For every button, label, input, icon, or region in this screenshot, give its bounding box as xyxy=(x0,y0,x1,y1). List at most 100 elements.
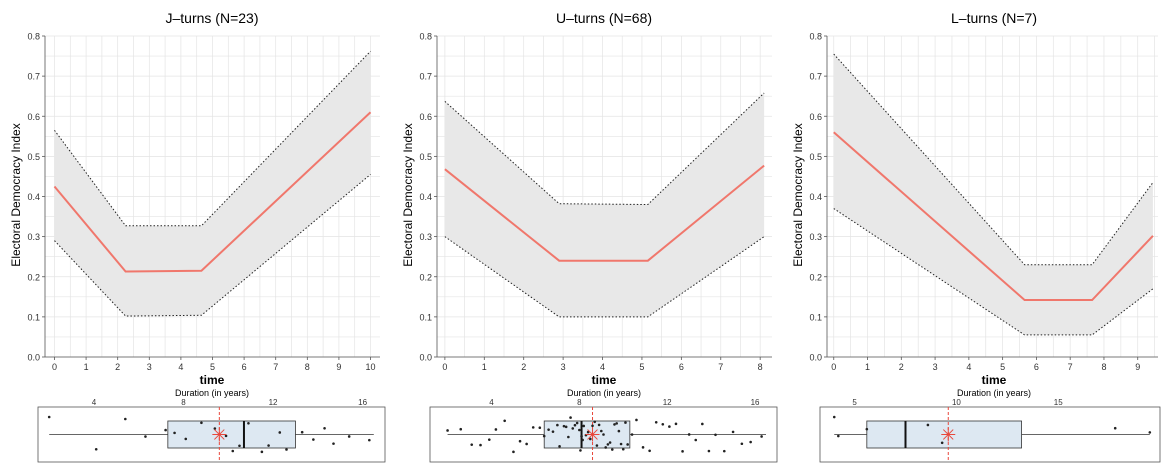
j-turns-x-tick-label: 6 xyxy=(242,362,247,372)
j-turns-duration-point xyxy=(231,449,235,453)
u-turns-x-tick-label: 8 xyxy=(758,362,763,372)
u-turns-duration-point xyxy=(661,423,665,426)
j-turns-duration-point xyxy=(347,435,351,438)
l-turns-y-tick-label: 0.5 xyxy=(809,152,822,162)
j-turns-y-tick-label: 0.0 xyxy=(27,353,40,363)
j-turns-duration-point xyxy=(144,435,147,438)
j-turns-x-tick-label: 8 xyxy=(305,362,310,372)
j-turns-duration-point xyxy=(224,434,228,438)
j-turns-duration-point xyxy=(173,431,176,435)
u-turns-title: U–turns (N=68) xyxy=(556,10,652,26)
u-turns-duration-point xyxy=(593,420,597,424)
l-turns-x-tick-label: 9 xyxy=(1135,362,1140,372)
j-turns-duration-point xyxy=(124,417,127,421)
u-turns-duration-point xyxy=(595,444,599,447)
u-turns-y-tick-label: 0.3 xyxy=(419,232,432,242)
j-turns-y-tick-label: 0.3 xyxy=(27,232,40,242)
j-turns-mean-line xyxy=(53,111,372,273)
u-turns-duration-mean-marker-ray xyxy=(587,429,598,440)
l-turns-duration-axis-title: Duration (in years) xyxy=(957,388,1031,398)
j-turns-duration-point xyxy=(312,438,315,441)
u-turns-y-tick-label: 0.7 xyxy=(419,72,432,82)
l-turns-duration-point xyxy=(865,427,869,431)
j-turns-duration-tick-label: 4 xyxy=(92,398,97,407)
u-turns-duration-point xyxy=(512,450,515,454)
l-turns-y-tick-label: 0.3 xyxy=(809,232,822,242)
j-turns-x-tick-label: 9 xyxy=(336,362,341,372)
j-turns-duration-point xyxy=(184,437,188,441)
j-turns-y-tick-label: 0.6 xyxy=(27,112,40,122)
u-turns-duration-point xyxy=(749,440,752,444)
u-turns-duration-point xyxy=(558,445,561,448)
j-turns-x-tick-label: 10 xyxy=(366,362,376,372)
j-turns-duration-point xyxy=(94,447,98,451)
j-turns-y-tick-label: 0.7 xyxy=(27,72,40,82)
u-turns-duration-point xyxy=(626,443,629,446)
j-turns-duration-point xyxy=(164,428,167,432)
j-turns-y-tick-label: 0.5 xyxy=(27,152,40,162)
l-turns-x-axis-label: time xyxy=(982,373,1007,387)
j-turns-duration-point xyxy=(278,431,282,434)
u-turns-duration-point xyxy=(582,424,586,428)
u-turns-duration-point xyxy=(503,419,506,423)
u-turns-y-tick-label: 0.4 xyxy=(419,192,432,202)
l-turns-duration-mean-marker-ray xyxy=(942,429,954,440)
u-turns-lower-bound-line xyxy=(444,236,765,318)
u-turns-duration-point xyxy=(731,430,735,434)
j-turns-x-tick-label: 7 xyxy=(273,362,278,372)
j-turns-title: J–turns (N=23) xyxy=(166,10,259,26)
u-turns-duration-point xyxy=(479,443,482,447)
l-turns-x-tick-label: 2 xyxy=(899,362,904,372)
u-turns-x-tick-label: 2 xyxy=(521,362,526,372)
l-turns-duration-point xyxy=(832,415,836,419)
u-turns-duration-point xyxy=(567,435,570,439)
l-turns-x-tick-label: 3 xyxy=(933,362,938,372)
l-turns-x-tick-label: 1 xyxy=(865,362,870,372)
l-turns-x-tick-label: 8 xyxy=(1101,362,1106,372)
j-turns-duration-mean-marker xyxy=(212,427,227,442)
l-turns-lower-bound-line xyxy=(833,208,1154,336)
u-turns-duration-point xyxy=(604,446,607,449)
u-turns-duration-point xyxy=(470,443,474,446)
u-turns-duration-tick-label: 8 xyxy=(577,398,582,407)
u-turns-duration-point xyxy=(613,423,616,426)
l-turns-duration-point xyxy=(926,423,930,427)
u-turns-x-tick-label: 1 xyxy=(482,362,487,372)
l-turns-x-tick-label: 7 xyxy=(1068,362,1073,372)
u-turns-duration-point xyxy=(487,438,491,441)
u-turns-duration-point xyxy=(525,442,528,446)
j-turns-y-axis-label: Electoral Democracy Index xyxy=(9,123,23,266)
u-turns-duration-point xyxy=(722,449,726,453)
u-turns-y-axis-label: Electoral Democracy Index xyxy=(401,123,415,266)
l-turns-duration-point xyxy=(1113,426,1117,430)
u-turns-duration-point xyxy=(635,418,638,422)
u-turns-panel: U–turns (N=68) Electoral Democracy Index… xyxy=(401,10,778,463)
j-turns-duration-point xyxy=(285,448,288,451)
l-turns-y-tick-label: 0.2 xyxy=(809,272,822,282)
j-turns-y-tick-label: 0.8 xyxy=(27,32,40,42)
j-turns-duration-point xyxy=(368,438,371,442)
u-turns-y-tick-label: 0.6 xyxy=(419,112,432,122)
u-turns-x-axis-label: time xyxy=(592,373,617,387)
l-turns-duration-mean-marker xyxy=(941,427,956,442)
j-turns-y-tick-label: 0.4 xyxy=(27,192,40,202)
u-turns-y-tick-label: 0.8 xyxy=(419,32,432,42)
j-turns-duration-point xyxy=(200,421,203,425)
u-turns-duration-point xyxy=(575,421,579,425)
l-turns-y-tick-label: 0.7 xyxy=(809,72,822,82)
j-turns-confidence-band xyxy=(54,51,371,317)
u-turns-upper-bound-line xyxy=(444,92,765,206)
u-turns-duration-point xyxy=(547,428,550,431)
u-turns-duration-point xyxy=(714,433,717,437)
u-turns-duration-point xyxy=(569,416,572,419)
u-turns-duration-point xyxy=(538,426,542,430)
j-turns-duration-tick-label: 8 xyxy=(181,398,186,407)
j-turns-x-tick-label: 3 xyxy=(147,362,152,372)
u-turns-duration-point xyxy=(694,438,698,442)
u-turns-duration-point xyxy=(740,442,744,446)
l-turns-y-tick-label: 0.0 xyxy=(809,353,822,363)
u-turns-duration-point xyxy=(571,427,575,430)
l-turns-title: L–turns (N=7) xyxy=(951,10,1037,26)
u-turns-duration-point xyxy=(597,423,601,427)
u-turns-duration-point xyxy=(619,442,623,446)
